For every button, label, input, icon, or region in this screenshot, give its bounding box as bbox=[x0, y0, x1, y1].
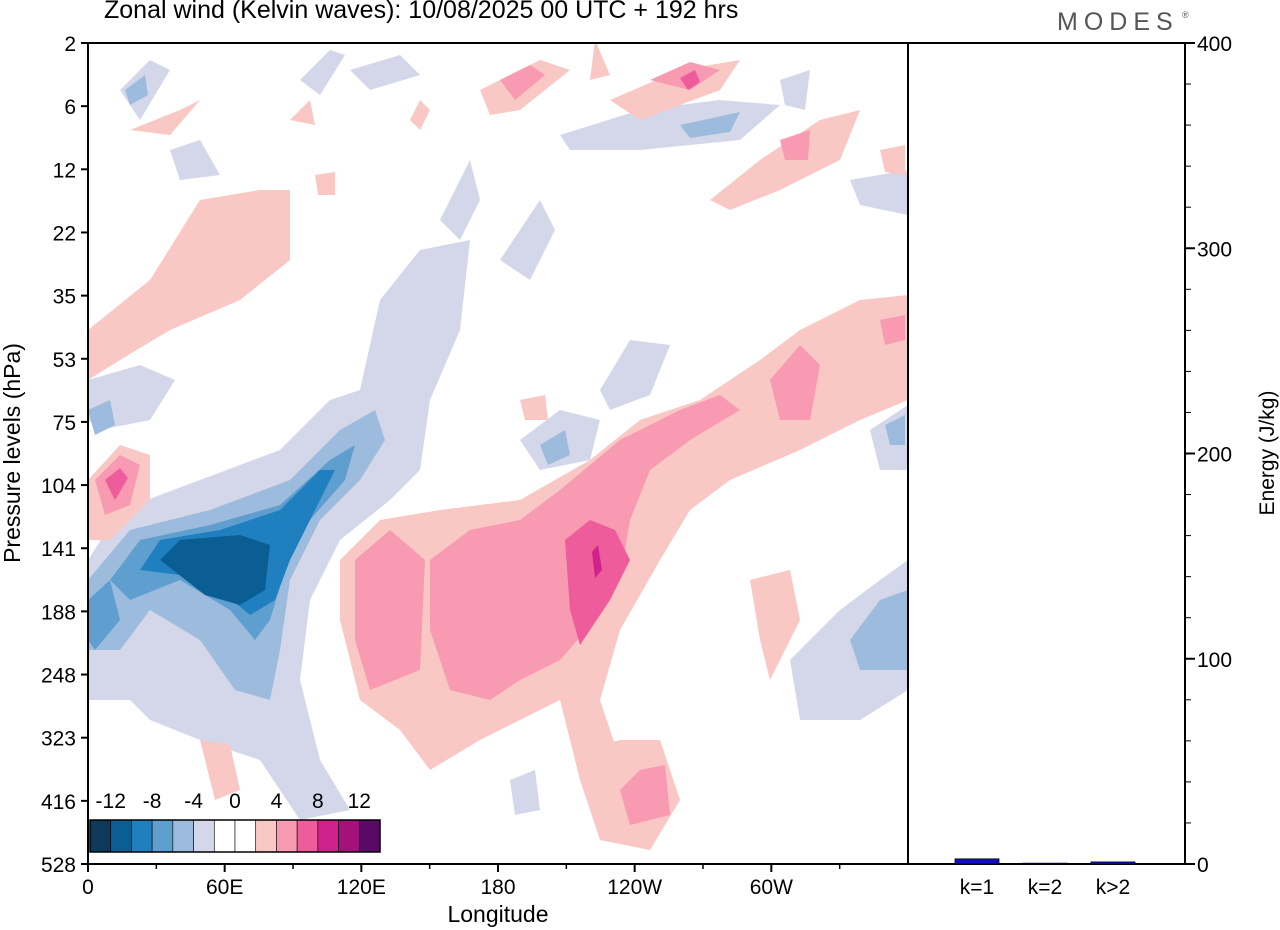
x-tick-label: 60W bbox=[750, 876, 793, 899]
colorbar-swatch bbox=[213, 819, 236, 853]
energy-bar bbox=[1090, 861, 1136, 865]
brand-logo: MODES bbox=[1057, 8, 1179, 36]
colorbar-label: -8 bbox=[143, 790, 162, 813]
energy-tick-label: 400 bbox=[1197, 33, 1232, 56]
energy-category-label: k=1 bbox=[960, 876, 994, 899]
y-tick-label: 75 bbox=[53, 412, 76, 435]
colorbar-label: -4 bbox=[184, 790, 203, 813]
y-tick-label: 141 bbox=[41, 538, 76, 561]
y-tick-label: 323 bbox=[41, 728, 76, 751]
colorbar-swatch bbox=[172, 819, 194, 853]
y-tick-label: 6 bbox=[64, 96, 76, 119]
y-tick-label: 188 bbox=[41, 601, 76, 624]
wind-field bbox=[88, 43, 908, 850]
y-tick-label: 416 bbox=[41, 791, 76, 814]
colorbar-swatch bbox=[131, 819, 153, 853]
energy-tick-label: 0 bbox=[1197, 854, 1209, 877]
colorbar-swatch bbox=[234, 819, 257, 853]
colorbar-swatch bbox=[151, 819, 174, 853]
colorbar-label: 4 bbox=[271, 790, 283, 813]
energy-bar bbox=[1022, 862, 1068, 865]
colorbar-frame bbox=[89, 819, 381, 853]
colorbar-label: 8 bbox=[312, 790, 324, 813]
chart-title: Zonal wind (Kelvin waves): 10/08/2025 00… bbox=[104, 0, 739, 24]
energy-category-label: k=2 bbox=[1028, 876, 1062, 899]
colorbar-swatch bbox=[296, 819, 319, 853]
energy-tick-label: 100 bbox=[1197, 649, 1232, 672]
brand-registered-mark: ® bbox=[1182, 10, 1189, 20]
field-neg-core bbox=[160, 535, 270, 605]
x-tick-label: 60E bbox=[206, 876, 243, 899]
colorbar-swatch bbox=[193, 819, 215, 853]
energy-bar bbox=[954, 858, 1000, 865]
colorbar-swatch bbox=[338, 819, 360, 853]
energy-axis-label: Energy (J/kg) bbox=[1256, 391, 1279, 516]
colorbar-swatch bbox=[89, 819, 112, 853]
colorbar-swatch bbox=[110, 819, 132, 853]
colorbar-swatch bbox=[276, 819, 298, 853]
y-tick-label: 12 bbox=[53, 159, 76, 182]
field-pos-max bbox=[592, 545, 602, 578]
colorbar-label: 0 bbox=[229, 790, 241, 813]
colorbar-label: 12 bbox=[348, 790, 371, 813]
energy-tick-label: 200 bbox=[1197, 444, 1232, 467]
colorbar-label: -12 bbox=[96, 790, 126, 813]
energy-category-label: k>2 bbox=[1096, 876, 1130, 899]
colorbar-swatch bbox=[358, 819, 381, 853]
y-tick-label: 528 bbox=[41, 854, 76, 877]
y-tick-label: 248 bbox=[41, 665, 76, 688]
colorbar-swatch bbox=[317, 819, 339, 853]
colorbar-swatch bbox=[255, 819, 277, 853]
y-tick-label: 104 bbox=[41, 475, 76, 498]
field-pos-strong bbox=[105, 70, 700, 645]
y-tick-label: 35 bbox=[53, 286, 76, 309]
x-tick-label: 120W bbox=[607, 876, 662, 899]
x-tick-label: 120E bbox=[337, 876, 386, 899]
y-tick-label: 53 bbox=[53, 349, 76, 372]
x-tick-label: 180 bbox=[480, 876, 515, 899]
x-axis-label: Longitude bbox=[447, 901, 548, 927]
y-axis-label: Pressure levels (hPa) bbox=[0, 343, 25, 563]
energy-tick-label: 300 bbox=[1197, 238, 1232, 261]
y-tick-label: 22 bbox=[53, 222, 76, 245]
x-tick-label: 0 bbox=[82, 876, 94, 899]
y-tick-label: 2 bbox=[64, 33, 76, 56]
